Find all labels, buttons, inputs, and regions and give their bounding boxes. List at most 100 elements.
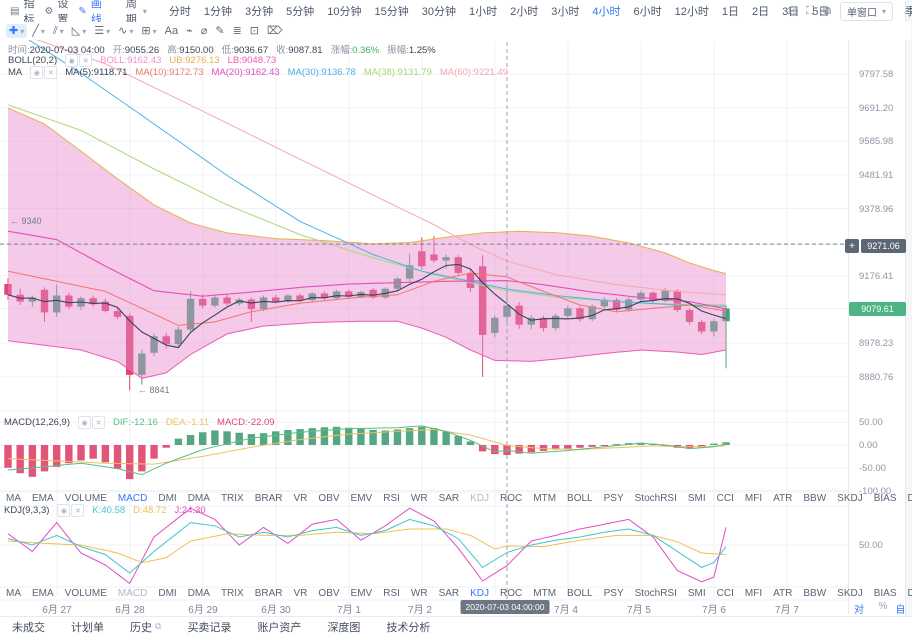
indicator-tab-ROC[interactable]: ROC [500, 493, 523, 504]
close-icon[interactable]: ✕ [92, 416, 105, 429]
right-scrollbar[interactable] [905, 0, 912, 635]
indicator-tab-RSI[interactable]: RSI [383, 493, 400, 504]
bottom-tab-计划单[interactable]: 计划单 [71, 621, 104, 634]
eye-icon[interactable]: ◉ [78, 416, 91, 429]
date-axis[interactable]: 6月 27 6月 28 6月 29 6月 30 7月 1 7月 2 7月 4 7月 5 7月 6… [0, 600, 848, 616]
fib-tool[interactable]: ⊞ ▾ [138, 24, 159, 38]
indicator-tab-SAR[interactable]: SAR [438, 588, 460, 599]
trash-tool[interactable]: ⌦ [264, 24, 286, 38]
close-icon[interactable]: ✕ [44, 66, 58, 79]
window-mode-dropdown[interactable]: 单窗口 ▾ [839, 1, 893, 21]
channel-tool[interactable]: ⫽ ▾ [50, 24, 67, 38]
indicator-tab-BIAS[interactable]: BIAS [873, 493, 897, 504]
indicator-tab-EMA[interactable]: EMA [32, 588, 54, 599]
indicator-tab-DPO[interactable]: DPO [907, 588, 912, 599]
bottom-tab-未成交[interactable]: 未成交 [12, 621, 45, 634]
eraser-tool[interactable]: ⌀ [198, 24, 211, 38]
indicator-tab-VR[interactable]: VR [293, 588, 308, 599]
indicator-tab-VR[interactable]: VR [293, 493, 308, 504]
close-icon[interactable]: ✕ [71, 504, 85, 517]
timeframe-30分钟[interactable]: 30分钟 [421, 6, 456, 18]
fullscreen-icon[interactable]: ⛶ [806, 4, 815, 17]
indicator-tab-KDJ[interactable]: KDJ [470, 493, 490, 504]
timeframe-10分钟[interactable]: 10分钟 [327, 6, 362, 18]
indicator-tab-SMI[interactable]: SMI [687, 588, 706, 599]
indicator-tab-StochRSI[interactable]: StochRSI [634, 588, 677, 599]
close-icon[interactable]: ✕ [79, 54, 93, 67]
bottom-tab-深度图[interactable]: 深度图 [327, 621, 361, 634]
indicator-tab-SMI[interactable]: SMI [687, 493, 706, 504]
timeframe-3分钟[interactable]: 3分钟 [244, 6, 274, 18]
indicator-tab-DMA[interactable]: DMA [187, 493, 210, 504]
indicator-tab-DMI[interactable]: DMI [158, 588, 177, 599]
indicator-tab-DMI[interactable]: DMI [158, 493, 177, 504]
indicator-tab-EMV[interactable]: EMV [350, 588, 373, 599]
indicator-tab-MFI[interactable]: MFI [744, 493, 763, 504]
price-axis[interactable]: 9797.58 9691.20 9585.98 9481.91 9378.96 9176.… [848, 37, 906, 614]
bottom-tab-买卖记录[interactable]: 买卖记录 [187, 621, 232, 634]
indicator-tab-OBV[interactable]: OBV [318, 588, 340, 599]
timeframe-1分钟[interactable]: 1分钟 [203, 6, 232, 18]
period-dropdown[interactable]: 周期 ▾ [126, 0, 147, 27]
indicator-tab-BBW[interactable]: BBW [803, 588, 827, 599]
popout-icon[interactable]: ⧉ [823, 4, 831, 17]
indicator-tab-TRIX[interactable]: TRIX [220, 588, 244, 599]
indicator-tab-MFI[interactable]: MFI [744, 588, 763, 599]
indicator-tab-ROC[interactable]: ROC [500, 588, 523, 599]
indicator-tab-EMV[interactable]: EMV [350, 493, 373, 504]
indicator-tab-MA[interactable]: MA [6, 588, 21, 599]
indicator-tab-EMA[interactable]: EMA [32, 493, 54, 504]
indicator-tab-BRAR[interactable]: BRAR [254, 493, 283, 504]
indicator-tab-SKDJ[interactable]: SKDJ [837, 588, 863, 599]
text-tool[interactable]: Aa [162, 24, 181, 38]
timeframe-季K[interactable]: 季K [905, 6, 912, 18]
crosshair-tool[interactable]: ✚ ▾ [6, 24, 28, 38]
indicator-tab-SAR[interactable]: SAR [438, 493, 460, 504]
eye-icon[interactable]: ◉ [30, 66, 44, 79]
indicator-tab-DMA[interactable]: DMA [187, 588, 210, 599]
magnet-tool[interactable]: ⌁ [183, 24, 196, 38]
indicator-tab-VOLUME[interactable]: VOLUME [64, 493, 107, 504]
indicator-tab-MTM[interactable]: MTM [533, 493, 557, 504]
indicator-tab-MACD[interactable]: MACD [117, 588, 148, 599]
indicator-tab-WR[interactable]: WR [410, 493, 428, 504]
indicator-tab-VOLUME[interactable]: VOLUME [64, 588, 107, 599]
timeframe-4小时[interactable]: 4小时 [592, 6, 621, 18]
indicator-tab-WR[interactable]: WR [410, 588, 428, 599]
measure-tool[interactable]: ≣ [230, 24, 245, 38]
indicator-tab-BRAR[interactable]: BRAR [254, 588, 283, 599]
brush-tool[interactable]: ✎ [212, 24, 227, 38]
timeframe-2小时[interactable]: 2小时 [510, 6, 539, 18]
percent-scale-toggle[interactable]: % [878, 601, 888, 612]
indicator-tab-PSY[interactable]: PSY [603, 493, 624, 504]
indicator-tab-PSY[interactable]: PSY [603, 588, 624, 599]
timeframe-15分钟[interactable]: 15分钟 [374, 6, 409, 18]
indicator-tab-BOLL[interactable]: BOLL [567, 588, 593, 599]
indicator-tab-OBV[interactable]: OBV [318, 493, 340, 504]
snapshot-tool[interactable]: ⊡ [247, 24, 262, 38]
timeframe-1小时[interactable]: 1小时 [468, 6, 498, 18]
candlestick-chart[interactable] [0, 37, 848, 614]
eye-icon[interactable]: ◉ [65, 54, 79, 67]
bottom-tab-技术分析[interactable]: 技术分析 [386, 621, 431, 634]
indicator-tab-BIAS[interactable]: BIAS [873, 588, 897, 599]
settings-button[interactable]: ⚙ 设置 [44, 0, 68, 27]
indicator-tab-MA[interactable]: MA [6, 493, 21, 504]
indicator-tab-StochRSI[interactable]: StochRSI [634, 493, 677, 504]
hline-tool[interactable]: ☰ ▾ [91, 24, 113, 38]
trendline-tool[interactable]: ╱ ▾ [29, 24, 48, 38]
indicator-tab-ATR[interactable]: ATR [773, 588, 793, 599]
indicator-tab-BBW[interactable]: BBW [803, 493, 827, 504]
indicator-button[interactable]: ▤ 指标 [10, 0, 34, 27]
alert-price-badge[interactable]: 9271.06 [861, 239, 906, 253]
timeframe-5分钟[interactable]: 5分钟 [286, 6, 315, 18]
timeframe-6小时[interactable]: 6小时 [633, 6, 662, 18]
indicator-tab-TRIX[interactable]: TRIX [220, 493, 244, 504]
bottom-tab-历史[interactable]: 历史 ⧉ [130, 621, 162, 634]
indicator-tab-RSI[interactable]: RSI [383, 588, 400, 599]
timeframe-2日[interactable]: 2日 [751, 6, 770, 18]
draw-button[interactable]: ✎ 画线 [78, 0, 101, 27]
add-alert-button[interactable]: + [845, 239, 859, 253]
wave-tool[interactable]: ∿ ▾ [115, 24, 136, 38]
